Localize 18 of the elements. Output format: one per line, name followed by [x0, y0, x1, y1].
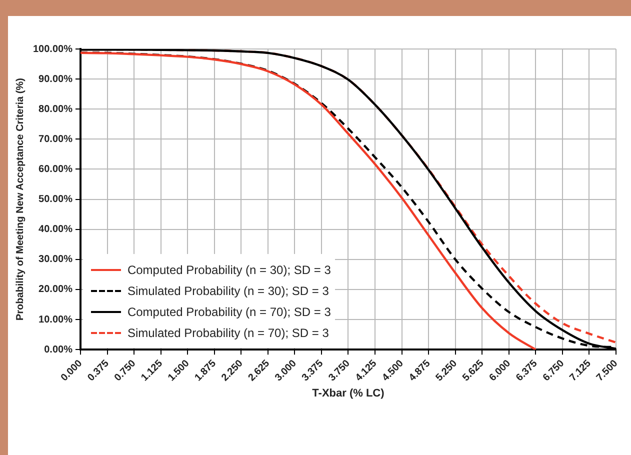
y-tick-label: 30.00%	[38, 254, 73, 266]
y-tick-label: 20.00%	[38, 284, 73, 296]
legend-label: Computed Probability (n = 30); SD = 3	[127, 263, 331, 278]
legend-label: Simulated Probability (n = 70); SD = 3	[127, 326, 329, 340]
y-tick-label: 100.00%	[32, 44, 73, 55]
y-axis-title: Probability of Meeting New Acceptance Criteria (%)	[14, 78, 26, 321]
line-series	[80, 52, 537, 350]
y-tick-label: 70.00%	[38, 134, 73, 145]
y-tick-label: 40.00%	[38, 224, 73, 236]
y-tick-label: 0.00%	[44, 344, 73, 356]
y-tick-label: 10.00%	[38, 314, 73, 326]
x-axis-title: T-Xbar (% LC)	[312, 387, 385, 400]
legend-label: Computed Probability (n = 70); SD = 3	[127, 305, 331, 320]
y-tick-label: 90.00%	[38, 74, 73, 85]
y-tick-label: 50.00%	[38, 194, 73, 206]
y-tick-label: 80.00%	[38, 104, 73, 115]
legend-label: Simulated Probability (n = 30); SD = 3	[127, 284, 329, 298]
y-tick-label: 60.00%	[38, 164, 73, 175]
